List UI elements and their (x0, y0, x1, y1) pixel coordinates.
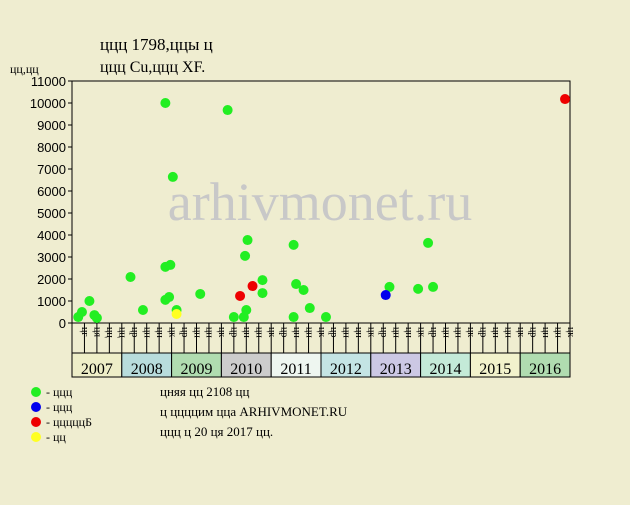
point (164, 292, 175, 303)
y-tick-label: 5000 (37, 206, 66, 221)
note: ц ццццим цца ARHIVMONET.RU (160, 404, 348, 419)
point (288, 312, 299, 323)
year-label: 2009 (181, 361, 213, 378)
year-label: 2011 (280, 361, 311, 378)
point (257, 275, 268, 286)
year-label: 2010 (230, 361, 262, 378)
chart-title: ццц 1798,ццы ц (100, 35, 213, 54)
legend-marker (31, 432, 41, 442)
point (304, 303, 315, 314)
year-cell (420, 352, 471, 378)
point (242, 235, 253, 246)
year-label: 2008 (131, 361, 163, 378)
point (235, 290, 246, 301)
year-label: 2013 (380, 361, 412, 378)
plot-frame (71, 80, 571, 324)
point (195, 288, 206, 299)
point (167, 171, 178, 182)
point (560, 94, 571, 105)
y-tick-label: 4000 (37, 228, 66, 243)
legend-label: - цццццБ (46, 415, 92, 429)
point (228, 312, 239, 323)
point (125, 272, 136, 283)
note: цняя цц 2108 цц (160, 384, 249, 399)
year-label: 2016 (529, 361, 561, 378)
y-tick-label: 2000 (37, 272, 66, 287)
point (84, 296, 95, 306)
legend-label: - цц (46, 430, 66, 444)
point (291, 279, 302, 290)
point (320, 312, 331, 323)
point (384, 281, 395, 292)
point (240, 250, 251, 261)
point (241, 305, 252, 316)
year-cell (320, 352, 372, 378)
point (160, 98, 171, 108)
point (298, 285, 309, 295)
year-label: 2007 (81, 361, 113, 378)
y-tick-label: 10000 (30, 96, 66, 111)
legend-marker (31, 417, 41, 427)
watermark: arhivmonet.ru (168, 172, 472, 232)
point (222, 105, 233, 116)
y-tick-label: 1000 (37, 294, 66, 309)
point (91, 312, 102, 323)
point (247, 281, 258, 292)
legend-label: - ццц (46, 385, 73, 399)
legend-marker (31, 387, 41, 397)
point (423, 237, 434, 248)
point (288, 239, 299, 250)
point (428, 281, 439, 292)
y-tick-label: 3000 (37, 250, 66, 265)
year-cell (469, 352, 521, 378)
legend-marker (31, 402, 41, 412)
point (76, 307, 87, 317)
y-tick-label: 6000 (37, 184, 66, 199)
point (413, 283, 424, 294)
year-label: 2014 (430, 361, 462, 378)
note: ццц ц 20 ця 2017 цц. (160, 424, 273, 439)
point (165, 259, 176, 270)
legend-label: - ццц (46, 400, 73, 414)
year-label: 2015 (479, 361, 511, 378)
y-tick-label: 9000 (37, 118, 66, 133)
y-axis-label: цц,цц (10, 62, 39, 76)
year-cell (370, 352, 422, 378)
year-label: 2012 (330, 361, 362, 378)
point (137, 305, 148, 316)
point (257, 288, 268, 299)
point (171, 308, 182, 319)
y-tick-label: 8000 (37, 140, 66, 155)
y-tick-label: 11000 (31, 74, 66, 89)
y-tick-label: 0 (59, 316, 66, 331)
point (380, 290, 391, 301)
y-tick-label: 7000 (37, 162, 66, 177)
chart-subtitle: ццц Cu,ццц XF. (100, 59, 205, 76)
